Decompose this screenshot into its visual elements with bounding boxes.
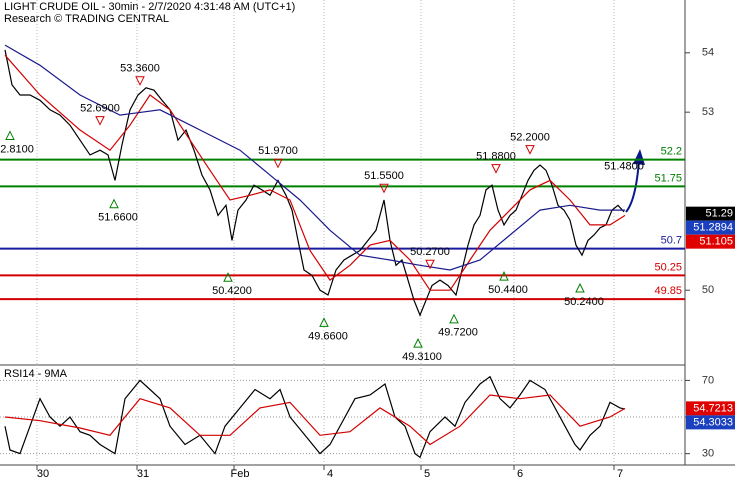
low-marker <box>223 272 233 282</box>
series-line <box>4 375 626 459</box>
last-value-label: 51.29 <box>705 208 733 220</box>
y-tick-label: 53 <box>702 106 714 118</box>
series-line <box>4 49 625 317</box>
high-marker <box>379 183 389 194</box>
high-label: 51.5500 <box>364 170 404 182</box>
forecast-arrow <box>625 159 640 213</box>
level-label: 52.2 <box>661 146 682 158</box>
high-label: 50.2700 <box>410 246 450 258</box>
last-value-label: 54.7213 <box>693 402 733 414</box>
low-marker <box>499 270 509 281</box>
high-marker <box>135 76 145 86</box>
last-value-box <box>686 220 735 235</box>
low-label: 50.4400 <box>488 284 528 296</box>
x-tick-label: 5 <box>424 468 430 480</box>
y-tick-label: 54 <box>702 47 714 59</box>
x-tick-label: 30 <box>37 468 49 480</box>
low-marker <box>109 198 119 209</box>
high-marker <box>273 158 283 169</box>
last-value-label: 51.2894 <box>693 222 733 234</box>
price-label: 51.4800 <box>604 160 644 172</box>
low-label: 51.6600 <box>98 212 138 224</box>
series-line <box>4 394 626 446</box>
low-label: 49.7200 <box>438 327 478 339</box>
high-marker <box>425 259 435 270</box>
last-value-box <box>686 206 735 221</box>
last-value-box <box>686 234 735 249</box>
y-tick-label: 70 <box>702 374 714 386</box>
x-tick-label: 7 <box>617 468 623 480</box>
level-label: 50.7 <box>661 235 682 247</box>
high-label: 51.8800 <box>476 151 516 163</box>
y-tick-label: 50 <box>702 284 714 296</box>
last-value-label: 51.105 <box>699 236 733 248</box>
high-label: 51.9700 <box>258 145 298 157</box>
low-marker <box>5 130 15 140</box>
high-marker <box>491 164 501 174</box>
x-tick-label: 4 <box>327 468 333 480</box>
level-label: 51.75 <box>654 172 682 184</box>
low-marker <box>319 317 329 327</box>
chart-subtitle: Research © TRADING CENTRAL <box>4 13 169 25</box>
last-value-box <box>686 415 735 430</box>
low-label: 50.2400 <box>564 296 604 308</box>
low-marker <box>575 282 585 293</box>
x-tick-label: Feb <box>231 468 250 480</box>
high-marker <box>525 145 535 155</box>
rsi-title: RSI14 - 9MA <box>4 368 68 380</box>
x-tick-label: 31 <box>137 468 149 480</box>
high-label: 52.2000 <box>510 132 550 144</box>
level-label: 49.85 <box>654 285 682 297</box>
low-label: 49.6600 <box>308 330 348 342</box>
last-value-box <box>686 401 735 416</box>
chart-title: LIGHT CRUDE OIL - 30min - 2/7/2020 4:31:… <box>4 1 295 13</box>
high-marker <box>95 116 105 126</box>
x-tick-label: 6 <box>517 468 523 480</box>
low-label: 49.3100 <box>402 351 442 363</box>
high-label: 53.3600 <box>120 63 160 75</box>
series-line <box>4 54 626 291</box>
forecast-arrowhead <box>633 149 645 165</box>
low-marker <box>413 338 423 348</box>
low-marker <box>449 313 459 324</box>
last-value-label: 54.3033 <box>693 416 733 428</box>
level-label: 50.25 <box>654 261 682 273</box>
series-line <box>4 44 625 271</box>
low-label: 50.4200 <box>212 285 252 297</box>
y-tick-label: 30 <box>702 448 714 460</box>
high-label: 52.6900 <box>80 102 120 114</box>
low-label: 52.8100 <box>0 143 34 155</box>
